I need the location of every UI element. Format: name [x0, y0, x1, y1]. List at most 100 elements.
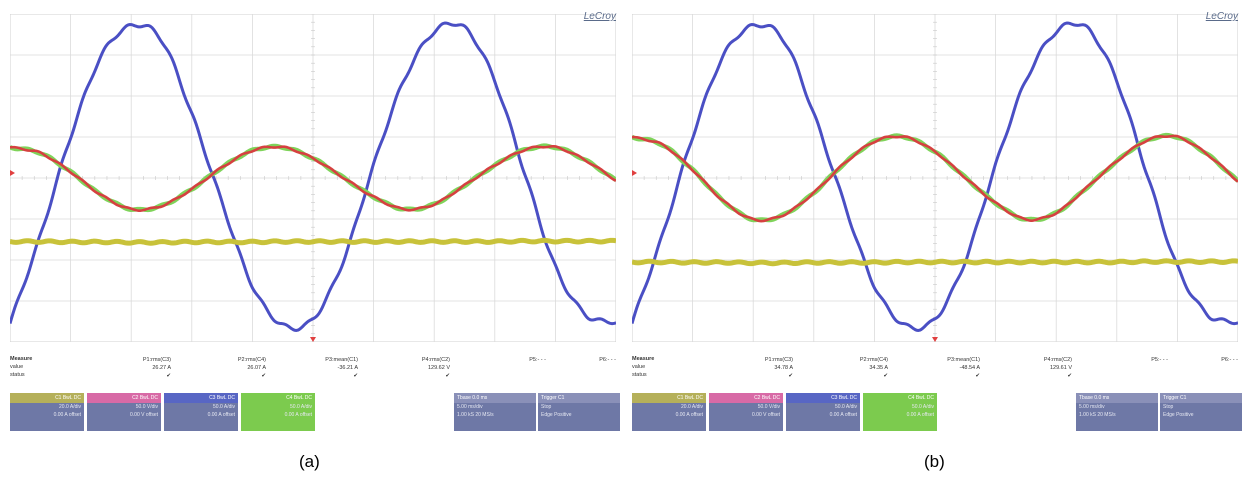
channel-header: C1 BwL DC [10, 393, 84, 403]
measure-value [476, 364, 546, 372]
measure-column-p3: P3:mean(C1) -36.21 A ✔ [288, 356, 358, 380]
descriptor-header: Trigger C1 [1160, 393, 1242, 403]
measure-name: P5:- - - [529, 357, 546, 363]
scope-screen [10, 14, 616, 342]
brand-logo: LeCroy [1205, 11, 1238, 22]
channel-descriptor-c3[interactable]: C3 BwL DC 50.0 A/div 0.00 A offset [786, 393, 860, 431]
measure-column-p6: P6:- - - [546, 356, 616, 380]
measure-table: Measure value status P1:rms(C3) 34.78 A ✔ P2:r… [628, 356, 1242, 398]
descriptor-row: Stop [1163, 404, 1174, 410]
channel-descriptor-c1[interactable]: C1 BwL DC 20.0 A/div 0.00 A offset [632, 393, 706, 431]
channel-offset: 0.00 A offset [829, 412, 857, 418]
channel-offset: 0.00 A offset [675, 412, 703, 418]
channel-scale: 50.0 A/div [912, 404, 934, 410]
measure-label: Measure [632, 356, 655, 362]
channel-offset: 0.00 A offset [207, 412, 235, 418]
measure-column-p4: P4:rms(C2) 129.61 V ✔ [1002, 356, 1072, 380]
timebase-descriptor[interactable]: Tbase 0.0 ms 5.00 ms/div 1.00 kS 20 MS/s [454, 393, 536, 431]
descriptor-row: Edge Positive [1163, 412, 1194, 418]
descriptor-row: 1.00 kS 20 MS/s [457, 412, 494, 418]
measure-column-p4: P4:rms(C2) 129.62 V ✔ [380, 356, 450, 380]
measure-status: ✔ [261, 373, 266, 379]
channel-descriptor-c2[interactable]: C2 BwL DC 50.0 V/div 0.00 V offset [709, 393, 783, 431]
descriptor-row: Edge Positive [541, 412, 572, 418]
channel-scale: 20.0 A/div [59, 404, 81, 410]
trigger-marker-icon [310, 337, 316, 342]
caption-b: (b) [924, 452, 945, 471]
measure-name: P3:mean(C1) [325, 357, 358, 363]
measure-status: ✔ [975, 373, 980, 379]
measure-value: 34.78 A [774, 365, 793, 371]
measure-column-p6: P6:- - - [1168, 356, 1238, 380]
channel-scale: 50.0 V/div [135, 404, 158, 410]
channel-row: C1 BwL DC 20.0 A/div 0.00 A offset C2 BwL D… [10, 393, 620, 433]
channel-offset: 0.00 A offset [53, 412, 81, 418]
measure-status: ✔ [445, 373, 450, 379]
trigger-descriptor[interactable]: Trigger C1 Stop Edge Positive [1160, 393, 1242, 431]
channel-descriptor-c2[interactable]: C2 BwL DC 50.0 V/div 0.00 V offset [87, 393, 161, 431]
series-line-3 [632, 134, 1238, 223]
measure-value [1098, 364, 1168, 372]
measure-name: P2:rms(C4) [859, 357, 888, 363]
trigger-descriptor[interactable]: Trigger C1 Stop Edge Positive [538, 393, 620, 431]
measure-status: ✔ [883, 373, 888, 379]
measure-label: Measure [10, 356, 33, 362]
measure-value: 129.61 V [1049, 365, 1072, 371]
measure-status [1168, 372, 1238, 380]
measure-column-p1: P1:rms(C3) 26.27 A ✔ [101, 356, 171, 380]
channel-header: C4 BwL DC [241, 393, 315, 403]
channel-header: C2 BwL DC [87, 393, 161, 403]
channel-scale: 50.0 A/div [213, 404, 235, 410]
measure-name: P6:- - - [599, 357, 616, 363]
channel-header: C4 BwL DC [863, 393, 937, 403]
timebase-descriptor[interactable]: Tbase 0.0 ms 5.00 ms/div 1.00 kS 20 MS/s [1076, 393, 1158, 431]
ground-marker-icon [632, 170, 637, 176]
measure-name: P6:- - - [1221, 357, 1238, 363]
scope-screen [632, 14, 1238, 342]
descriptor-header: Tbase 0.0 ms [1076, 393, 1158, 403]
measure-status: ✔ [788, 373, 793, 379]
channel-offset: 0.00 V offset [130, 412, 158, 418]
measure-column-p2: P2:rms(C4) 34.35 A ✔ [818, 356, 888, 380]
descriptor-row: 5.00 ms/div [457, 404, 483, 410]
measure-status: ✔ [353, 373, 358, 379]
trigger-marker-icon [932, 337, 938, 342]
measure-column-p5: P5:- - - [1098, 356, 1168, 380]
channel-row: C1 BwL DC 20.0 A/div 0.00 A offset C2 BwL D… [632, 393, 1242, 433]
channel-scale: 20.0 A/div [681, 404, 703, 410]
caption-a: (a) [299, 452, 320, 471]
series-line-3 [10, 144, 616, 212]
measure-status [476, 372, 546, 380]
channel-descriptor-c3[interactable]: C3 BwL DC 50.0 A/div 0.00 A offset [164, 393, 238, 431]
measure-status: ✔ [166, 373, 171, 379]
descriptor-row: 5.00 ms/div [1079, 404, 1105, 410]
measure-column-p3: P3:mean(C1) -48.54 A ✔ [910, 356, 980, 380]
channel-descriptor-c4[interactable]: C4 BwL DC 50.0 A/div 0.00 A offset [241, 393, 315, 431]
measure-name: P4:rms(C2) [1043, 357, 1072, 363]
channel-descriptor-c4[interactable]: C4 BwL DC 50.0 A/div 0.00 A offset [863, 393, 937, 431]
measure-value: 34.35 A [869, 365, 888, 371]
channel-scale: 50.0 A/div [835, 404, 857, 410]
measure-name: P1:rms(C3) [142, 357, 171, 363]
channel-scale: 50.0 A/div [290, 404, 312, 410]
descriptor-header: Tbase 0.0 ms [454, 393, 536, 403]
measure-name: P2:rms(C4) [237, 357, 266, 363]
measure-status: ✔ [1067, 373, 1072, 379]
channel-header: C2 BwL DC [709, 393, 783, 403]
measure-table: Measure value status P1:rms(C3) 26.27 A ✔ P2:r… [6, 356, 620, 398]
ground-marker-icon [10, 170, 15, 176]
channel-offset: 0.00 A offset [284, 412, 312, 418]
channel-header: C3 BwL DC [164, 393, 238, 403]
measure-label: value [10, 364, 24, 370]
channel-descriptor-c1[interactable]: C1 BwL DC 20.0 A/div 0.00 A offset [10, 393, 84, 431]
descriptor-header: Trigger C1 [538, 393, 620, 403]
measure-value [546, 364, 616, 372]
series-line-4 [632, 258, 1238, 267]
measure-value: 26.27 A [152, 365, 171, 371]
descriptor-row: Stop [541, 404, 552, 410]
measure-label: status [10, 372, 25, 378]
series-line-1 [632, 21, 1238, 332]
measure-label: status [632, 372, 647, 378]
channel-header: C1 BwL DC [632, 393, 706, 403]
measure-name: P1:rms(C3) [764, 357, 793, 363]
